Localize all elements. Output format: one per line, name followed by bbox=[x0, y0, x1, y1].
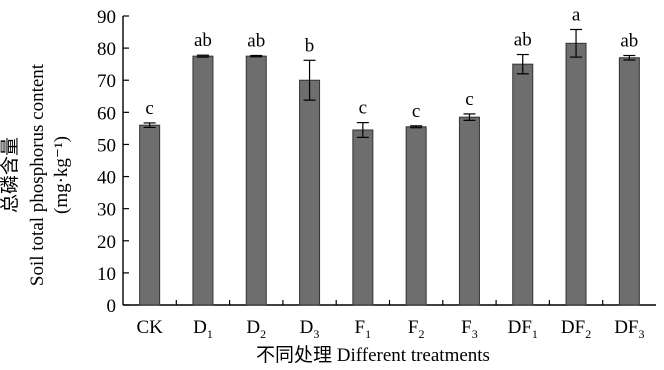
x-axis-title: 不同处理 Different treatments bbox=[256, 344, 490, 366]
significance-letter: c bbox=[359, 98, 367, 119]
y-tick-label: 20 bbox=[97, 232, 116, 253]
bar bbox=[245, 55, 267, 306]
y-tick-label: 40 bbox=[97, 168, 116, 189]
y-tick-label: 70 bbox=[97, 71, 116, 92]
bar bbox=[352, 129, 374, 306]
y-tick-label: 0 bbox=[107, 296, 117, 317]
significance-letter: ab bbox=[514, 30, 532, 51]
bar bbox=[512, 63, 534, 306]
y-tick-label: 90 bbox=[97, 7, 116, 28]
y-axis-ticks: 0 10 20 30 40 50 60 70 80 90 bbox=[97, 7, 129, 317]
bars: c ab ab b c c c ab a ab bbox=[139, 4, 640, 306]
y-tick-label: 10 bbox=[97, 264, 116, 285]
y-axis-title-chinese: 总磷含量 bbox=[0, 137, 21, 213]
x-tick-label: D2 bbox=[246, 317, 266, 341]
y-tick-label: 30 bbox=[97, 200, 116, 221]
bar bbox=[299, 79, 321, 306]
significance-letter: c bbox=[145, 98, 153, 119]
x-tick-label: F1 bbox=[355, 317, 372, 341]
y-axis-title-english: Soil total phosphorus content bbox=[27, 63, 48, 286]
bar bbox=[405, 126, 427, 306]
bar bbox=[192, 55, 214, 306]
x-tick-label: DF1 bbox=[508, 317, 538, 341]
significance-letter: a bbox=[572, 4, 581, 25]
y-axis-unit: (mg·kg⁻¹) bbox=[51, 136, 72, 214]
significance-letter: ab bbox=[194, 30, 212, 51]
significance-letter: c bbox=[412, 101, 420, 122]
x-tick-label: F3 bbox=[461, 317, 478, 341]
bar bbox=[139, 124, 161, 306]
significance-letter: b bbox=[305, 35, 315, 56]
x-tick-label: DF3 bbox=[614, 317, 644, 341]
y-tick-label: 80 bbox=[97, 39, 116, 60]
bar bbox=[618, 57, 640, 306]
x-tick-label: D1 bbox=[193, 317, 213, 341]
x-tick-label: DF2 bbox=[561, 317, 591, 341]
x-axis-ticks: CK D1 D2 D3 F1 F2 F3 DF1 DF2 DF3 bbox=[136, 300, 644, 341]
bar bbox=[565, 42, 587, 306]
x-tick-label: CK bbox=[136, 317, 163, 338]
x-tick-label: F2 bbox=[408, 317, 425, 341]
y-tick-label: 50 bbox=[97, 135, 116, 156]
x-tick-label: D3 bbox=[300, 317, 320, 341]
significance-letter: c bbox=[465, 89, 473, 110]
significance-letter: ab bbox=[620, 30, 638, 51]
y-tick-label: 60 bbox=[97, 103, 116, 124]
bar bbox=[458, 116, 480, 306]
y-axis-title: 总磷含量 Soil total phosphorus content (mg·k… bbox=[0, 63, 72, 286]
significance-letter: ab bbox=[247, 30, 265, 51]
